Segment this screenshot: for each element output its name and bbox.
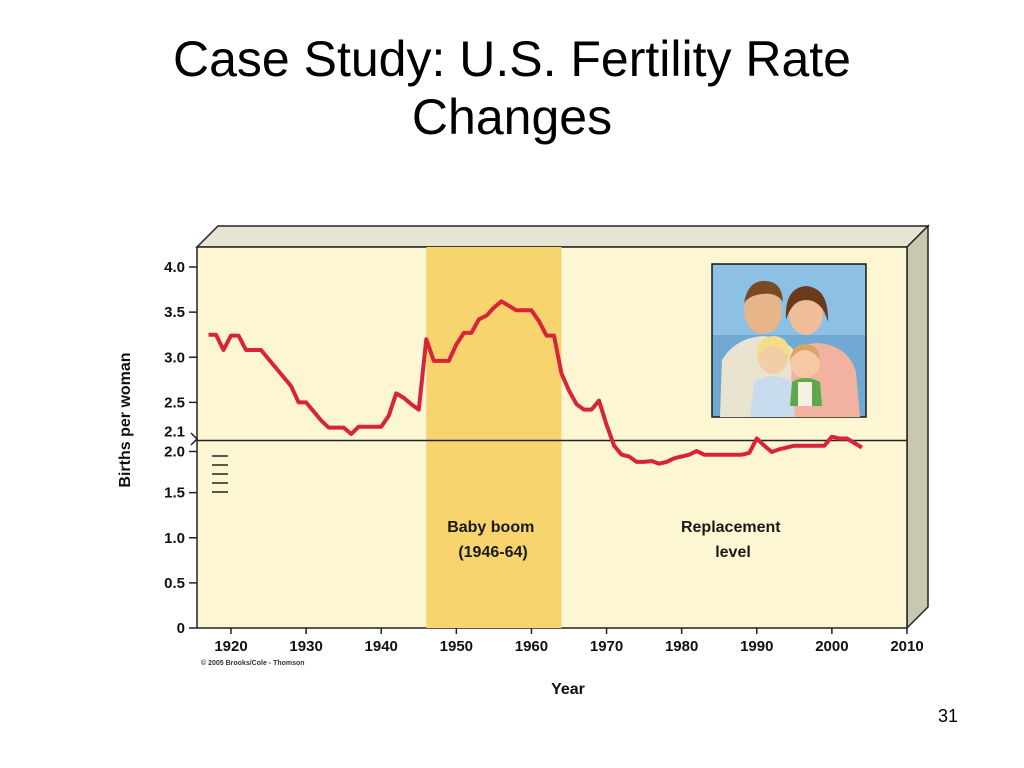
x-tick-label: 1990 bbox=[740, 638, 773, 655]
copyright-credit: © 2005 Brooks/Cole - Thomson bbox=[201, 659, 305, 667]
x-axis: 1920 1930 1940 1950 1960 1970 1980 1990 2000 2010 bbox=[214, 628, 924, 655]
replacement-level-label-line2: level bbox=[715, 544, 751, 561]
y-tick-label: 2.5 bbox=[164, 394, 185, 411]
page-number: 31 bbox=[937, 706, 958, 726]
x-axis-title: Year bbox=[551, 681, 585, 698]
fertility-series-line bbox=[208, 299, 863, 466]
x-tick-label: 2010 bbox=[890, 638, 923, 655]
baby-boom-label-line2: (1946-64) bbox=[458, 544, 527, 561]
x-tick-label: 1960 bbox=[515, 638, 548, 655]
baby-boom-band bbox=[426, 247, 562, 628]
y-tick-label: 2.1 bbox=[164, 423, 185, 440]
slide-title-line1: Case Study: U.S. Fertility Rate bbox=[172, 31, 851, 87]
x-tick-label: 1920 bbox=[214, 638, 247, 655]
y-tick-label: 3.5 bbox=[164, 304, 185, 321]
y-tick-label: 1.0 bbox=[164, 530, 185, 547]
y-axis: 0 0.5 1.0 1.5 2.0 2.1 2.5 3.0 3.5 4.0 bbox=[164, 259, 197, 637]
y-tick-label: 1.5 bbox=[164, 485, 185, 502]
replacement-level-label: Replacement level bbox=[681, 519, 785, 561]
x-tick-label: 1950 bbox=[440, 638, 473, 655]
chart-frame-top bbox=[195, 225, 930, 248]
slide-title-line2: Changes bbox=[411, 89, 613, 145]
y-tick-label: 3.0 bbox=[164, 349, 185, 366]
y-axis-title: Births per woman bbox=[117, 352, 134, 487]
x-tick-label: 2000 bbox=[815, 638, 848, 655]
axis-tally-marks bbox=[212, 455, 228, 493]
y-tick-label: 0.5 bbox=[164, 575, 185, 592]
baby-boom-label-line1: Baby boom bbox=[447, 519, 534, 536]
x-tick-label: 1930 bbox=[289, 638, 322, 655]
x-tick-label: 1980 bbox=[665, 638, 698, 655]
x-tick-label: 1970 bbox=[590, 638, 623, 655]
replacement-level-label-line1: Replacement bbox=[681, 519, 781, 536]
chart-frame-right bbox=[906, 224, 929, 630]
x-tick-label: 1940 bbox=[365, 638, 398, 655]
family-illustration bbox=[711, 263, 867, 418]
y-tick-label: 2.0 bbox=[164, 444, 185, 461]
y-tick-label: 0 bbox=[177, 620, 185, 637]
y-tick-label: 4.0 bbox=[164, 259, 185, 276]
slide-title: Case Study: U.S. Fertility Rate Changes bbox=[0, 30, 1024, 146]
baby-boom-label: Baby boom (1946-64) bbox=[447, 519, 539, 561]
axis-break-icon bbox=[190, 432, 199, 446]
